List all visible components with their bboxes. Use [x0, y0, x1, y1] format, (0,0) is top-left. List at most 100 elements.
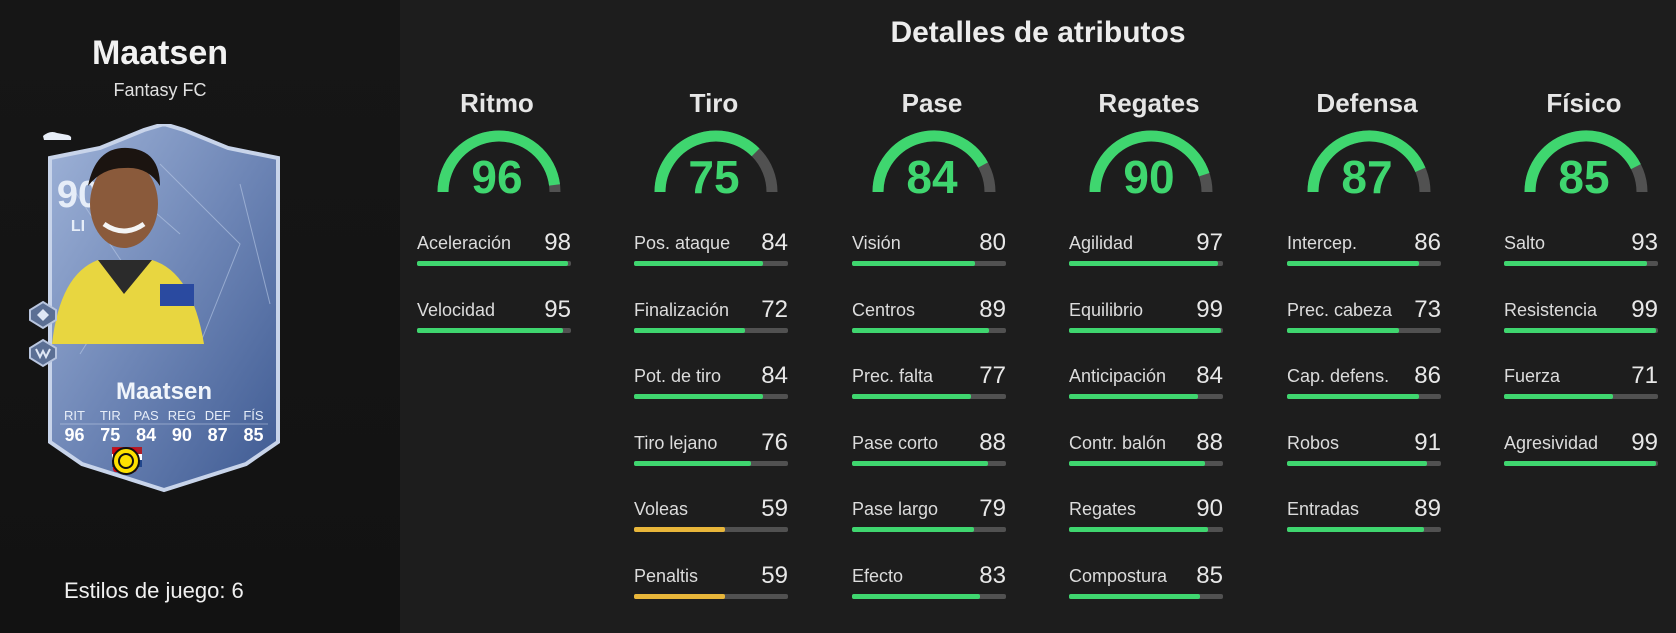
stat-row: Anticipación 84 [1069, 362, 1229, 406]
card-stat-value: 85 [243, 425, 264, 445]
stat-bar-track [1069, 261, 1223, 266]
stat-bar-track [1287, 460, 1441, 466]
stat-value: 90 [1196, 495, 1223, 522]
gauge-fill [1307, 130, 1426, 193]
stat-bar-fill [634, 460, 752, 466]
stat-bar-fill [1504, 261, 1648, 266]
stat-value: 71 [1631, 362, 1658, 389]
stat-bar-fill [852, 593, 980, 599]
category-name: Regates [1098, 88, 1200, 118]
playstyles-count[interactable]: Estilos de juego: 6 [64, 578, 244, 603]
stat-value: 99 [1196, 295, 1223, 323]
category-gauge [437, 130, 561, 193]
category-name: Defensa [1316, 88, 1418, 118]
category-1: Tiro 75 Pos. ataque 84 Finalización 72 Pot. de… [634, 88, 794, 628]
stat-bar-track [1069, 394, 1223, 399]
stat-row: Agresividad 99 [1504, 429, 1664, 473]
stat-bar-track [634, 527, 788, 532]
stat-bar-fill [1287, 460, 1428, 466]
card-stat-value: 96 [64, 425, 85, 445]
playstyle-plus-icon[interactable] [28, 300, 58, 330]
stat-row: Salto 93 [1504, 229, 1664, 273]
stat-bar-fill [1504, 394, 1614, 399]
stat-label: Resistencia [1504, 299, 1598, 320]
stat-bar-track [1069, 527, 1223, 532]
stat-value: 59 [761, 561, 788, 589]
stat-bar-track [852, 593, 1006, 599]
card-nameplate: Maatsen [115, 378, 213, 405]
stat-label: Entradas [1287, 499, 1360, 519]
stat-value: 73 [1414, 295, 1441, 323]
gauge-fill [437, 130, 561, 193]
category-value: 75 [688, 151, 740, 203]
stat-bar-track [852, 394, 1006, 399]
stat-bar-fill [417, 261, 568, 266]
stat-bar-track [852, 460, 1006, 466]
category-3: Regates 90 Agilidad 97 Equilibrio 99 Anticipac… [1069, 88, 1229, 628]
section-title: Detalles de atributos [890, 16, 1186, 49]
stat-label: Aceleración [417, 233, 512, 253]
stat-value: 79 [979, 495, 1006, 522]
stat-bar-track [417, 261, 571, 266]
category-name: Tiro [689, 88, 739, 118]
stat-value: 97 [1196, 229, 1223, 256]
stat-bar-fill [1287, 394, 1420, 399]
stat-value: 91 [1414, 428, 1441, 456]
stat-row: Agilidad 97 [1069, 229, 1229, 273]
card-stats: RIT 96 TIR 75 PAS 84 REG 90 DEF 87 FÍS 85 [58, 408, 270, 446]
stat-bar-fill [1287, 527, 1425, 532]
stat-value: 86 [1414, 229, 1441, 256]
player-name: Maatsen [91, 34, 229, 72]
stat-row: Intercep. 86 [1287, 229, 1447, 273]
card-stat-label: DEF [204, 408, 231, 423]
card-stat-label: TIR [99, 408, 121, 423]
card-stat: TIR 75 [94, 408, 127, 446]
stat-row: Regates 90 [1069, 495, 1229, 539]
card-stat-value: 90 [171, 425, 192, 445]
stat-bar-fill [852, 460, 988, 466]
stat-bar-track [634, 261, 788, 266]
player-portrait [52, 147, 204, 344]
category-value: 90 [1123, 151, 1175, 203]
club-crest-icon [112, 447, 140, 475]
stat-label: Centros [852, 299, 916, 320]
stat-bar-track [1069, 327, 1223, 333]
category-4: Defensa 87 Intercep. 86 Prec. cabeza 73 Cap. d… [1287, 88, 1447, 628]
category-gauge [1307, 130, 1431, 193]
stat-row: Pase corto 88 [852, 429, 1012, 473]
chemistry-style-icon[interactable] [28, 338, 58, 368]
stat-bar-fill [1287, 327, 1400, 333]
stat-value: 80 [979, 229, 1006, 256]
category-name: Físico [1546, 88, 1622, 118]
player-card[interactable]: 90 LI Maatsen RIT 96 TIR 75 PAS 84 REG 90 DE… [40, 124, 288, 494]
stat-label: Prec. falta [852, 366, 934, 386]
category-gauge [872, 130, 996, 193]
stat-label: Anticipación [1069, 366, 1167, 386]
stat-row: Entradas 89 [1287, 495, 1447, 539]
stat-bar-track [1287, 327, 1441, 333]
stat-bar-fill [852, 394, 971, 399]
stat-label: Finalización [634, 299, 730, 320]
stat-value: 85 [1196, 561, 1223, 589]
stat-bar-fill [1504, 460, 1657, 466]
stat-bar-track [634, 327, 788, 333]
stat-bar-fill [1504, 327, 1657, 333]
stat-label: Visión [852, 233, 901, 253]
stat-value: 88 [1196, 428, 1223, 456]
stat-label: Salto [1504, 233, 1546, 253]
stat-bar-fill [852, 327, 990, 333]
stat-bar-track [634, 593, 788, 599]
stat-row: Pot. de tiro 84 [634, 362, 794, 406]
stat-bar-track [634, 394, 788, 399]
stat-bar-fill [1069, 527, 1208, 532]
category-name: Ritmo [460, 88, 534, 118]
stat-row: Resistencia 99 [1504, 296, 1664, 340]
stat-value: 76 [761, 428, 788, 456]
stat-row: Voleas 59 [634, 495, 794, 539]
card-position: LI [70, 218, 86, 235]
stat-row: Aceleración 98 [417, 229, 577, 273]
player-team: Fantasy FC [113, 80, 207, 100]
stat-row: Finalización 72 [634, 296, 794, 340]
stat-bar-track [417, 327, 571, 333]
stat-bar-track [1504, 261, 1658, 266]
